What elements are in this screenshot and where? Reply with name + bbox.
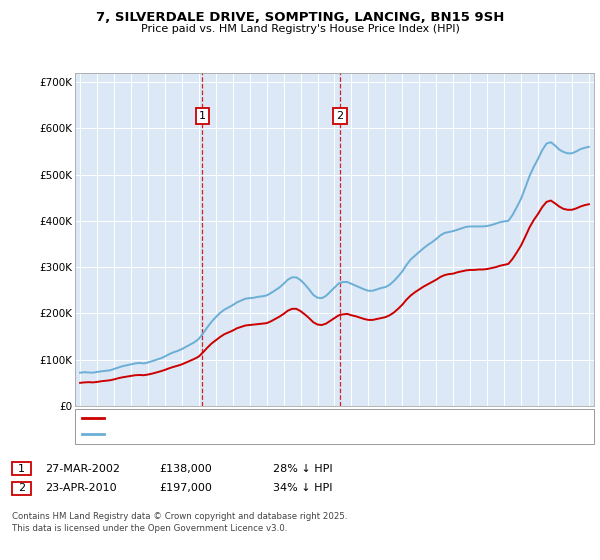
Text: 7, SILVERDALE DRIVE, SOMPTING, LANCING, BN15 9SH (detached house): 7, SILVERDALE DRIVE, SOMPTING, LANCING, …: [108, 413, 472, 423]
Text: 2: 2: [18, 483, 25, 493]
Text: 1: 1: [18, 464, 25, 474]
Text: HPI: Average price, detached house, Adur: HPI: Average price, detached house, Adur: [108, 429, 316, 439]
Text: 34% ↓ HPI: 34% ↓ HPI: [273, 483, 332, 493]
Text: 2: 2: [337, 111, 343, 121]
Text: 7, SILVERDALE DRIVE, SOMPTING, LANCING, BN15 9SH: 7, SILVERDALE DRIVE, SOMPTING, LANCING, …: [96, 11, 504, 24]
Text: 28% ↓ HPI: 28% ↓ HPI: [273, 464, 332, 474]
Text: 1: 1: [199, 111, 206, 121]
Text: 23-APR-2010: 23-APR-2010: [45, 483, 116, 493]
Text: 27-MAR-2002: 27-MAR-2002: [45, 464, 120, 474]
Text: Price paid vs. HM Land Registry's House Price Index (HPI): Price paid vs. HM Land Registry's House …: [140, 24, 460, 34]
Text: Contains HM Land Registry data © Crown copyright and database right 2025.
This d: Contains HM Land Registry data © Crown c…: [12, 512, 347, 533]
Text: £138,000: £138,000: [159, 464, 212, 474]
Text: £197,000: £197,000: [159, 483, 212, 493]
